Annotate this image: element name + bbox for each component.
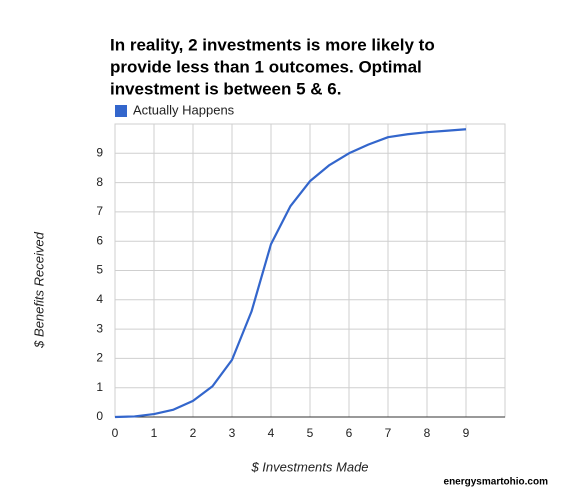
x-tick-label: 5 (307, 426, 314, 440)
y-tick-label: 8 (96, 175, 103, 189)
x-tick-label: 7 (385, 426, 392, 440)
x-tick-label: 9 (463, 426, 470, 440)
x-tick-label: 3 (229, 426, 236, 440)
chart-title-line: In reality, 2 investments is more likely… (110, 35, 435, 54)
watermark: energysmartohio.com (444, 477, 549, 488)
chart-title-line: investment is between 5 & 6. (110, 79, 341, 98)
x-tick-label: 2 (190, 426, 197, 440)
x-tick-label: 6 (346, 426, 353, 440)
y-tick-label: 7 (96, 204, 103, 218)
y-tick-label: 0 (96, 409, 103, 423)
legend-label: Actually Happens (133, 102, 235, 117)
x-axis-label: $ Investments Made (250, 459, 368, 474)
x-tick-label: 8 (424, 426, 431, 440)
y-tick-label: 6 (96, 233, 103, 247)
y-tick-label: 5 (96, 263, 103, 277)
title: In reality, 2 investments is more likely… (110, 35, 435, 98)
legend-swatch (115, 105, 127, 117)
x-tick-label: 1 (151, 426, 158, 440)
x-tick-label: 4 (268, 426, 275, 440)
y-tick-label: 9 (96, 145, 103, 159)
y-tick-label: 3 (96, 321, 103, 335)
y-tick-label: 2 (96, 351, 103, 365)
y-axis-label: $ Benefits Received (31, 231, 46, 348)
chart-title-line: provide less than 1 outcomes. Optimal (110, 57, 422, 76)
line-series (114, 128, 467, 419)
y-tick-label: 1 (96, 380, 103, 394)
x-tick-label: 0 (112, 426, 119, 440)
y-tick-label: 4 (96, 292, 103, 306)
